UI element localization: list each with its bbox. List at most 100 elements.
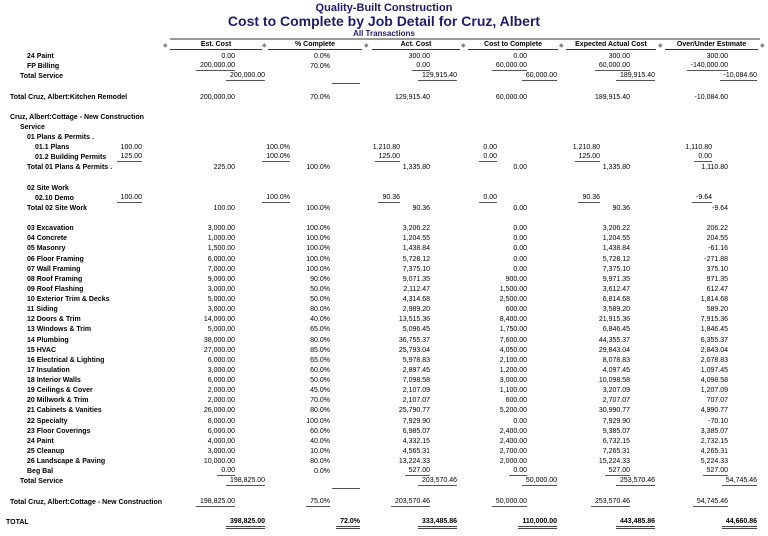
column-header-percent-complete[interactable]: % Complete — [268, 41, 362, 50]
report-row[interactable]: 24 Paint 0.00 0.0% 300.00 0.00 300.00 300.00 — [0, 52, 768, 62]
cell-act-cost: 1,210.80 — [372, 144, 400, 152]
report-row[interactable]: 19 Ceilings & Cover 2,000.00 45.0% 2,107.09… — [0, 386, 768, 396]
column-resize-handle[interactable]: ◆ — [559, 43, 564, 49]
report-row[interactable]: 21 Cabinets & Vanities 26,000.00 80.0% 25,7… — [0, 406, 768, 416]
cell-cost-to-complete: 60,000.00 — [495, 93, 527, 101]
column-resize-handle[interactable]: ◆ — [262, 43, 267, 49]
report-row[interactable]: 03 Excavation 3,000.00 100.0% 3,206.22 0.00 3… — [0, 224, 768, 234]
cell-est-cost: 3,000.00 — [207, 225, 235, 233]
cell-expected-actual-cost: 90.36 — [612, 204, 630, 212]
report-row[interactable]: 20 Millwork & Trim 2,000.00 70.0% 2,107.07 6… — [0, 396, 768, 406]
column-header-act-cost[interactable]: Act. Cost — [372, 41, 460, 50]
cell-percent-complete: 70.0% — [310, 93, 330, 101]
report-row[interactable]: Total 01 Plans & Permits . 225.00 100.0% 1,… — [0, 163, 768, 173]
row-label: Total Service — [20, 73, 64, 81]
cell-percent-complete: 70.0% — [310, 397, 330, 405]
cell-percent-complete: 75.0% — [306, 498, 330, 507]
report-row[interactable]: Beg Bal 0.00 0.0% 527.00 0.00 527.00 527.00 — [0, 467, 768, 477]
report-row[interactable]: 16 Electrical & Lighting 6,000.00 65.0% 5,9… — [0, 356, 768, 366]
cell-expected-actual-cost: 1,438.84 — [602, 245, 630, 253]
column-resize-handle[interactable]: ◆ — [461, 43, 466, 49]
report-row[interactable]: 05 Masonry 1,500.00 100.0% 1,438.84 0.00 1,43… — [0, 244, 768, 254]
column-header-cost-to-complete[interactable]: Cost to Complete — [468, 41, 558, 50]
cell-act-cost: 2,989.20 — [402, 306, 430, 314]
cell-act-cost: 3,206.22 — [402, 225, 430, 233]
column-header-est-cost[interactable]: Est. Cost — [170, 41, 262, 50]
report-row[interactable]: 01 Plans & Permits . — [0, 133, 768, 143]
report-row[interactable]: 22 Specialty 8,000.00 100.0% 7,929.90 0.00 7,… — [0, 417, 768, 427]
report-row[interactable]: 17 Insulation 3,000.00 60.0% 2,897.45 1,200.… — [0, 366, 768, 376]
report-row[interactable]: 02.10 Demo 100.00 100.0% 90.36 0.00 90.36 -9.6… — [0, 194, 768, 204]
cell-over-under-estimate: 2,843.04 — [700, 346, 728, 354]
cell-expected-actual-cost: 443,485.86 — [615, 518, 655, 529]
report-row[interactable]: Total Cruz, Albert:Kitchen Remodel 200,00… — [0, 93, 768, 103]
report-row[interactable]: 12 Doors & Trim 14,000.00 40.0% 13,515.36 8,… — [0, 315, 768, 325]
cell-percent-complete: 0.0% — [314, 53, 330, 60]
cell-percent-complete: 80.0% — [310, 306, 330, 314]
report-row[interactable]: 07 Wall Framing 7,000.00 100.0% 7,375.10 0.0… — [0, 265, 768, 275]
cell-percent-complete: 40.0% — [310, 437, 330, 445]
report-row[interactable]: 15 HVAC 27,000.00 85.0% 25,793.04 4,050.00 29… — [0, 346, 768, 356]
header-divider — [170, 38, 760, 40]
report-row[interactable]: 14 Plumbing 38,000.00 80.0% 36,755.37 7,600.… — [0, 336, 768, 346]
report-row[interactable]: 18 Interior Walls 6,000.00 50.0% 7,098.58 3,… — [0, 376, 768, 386]
cell-expected-actual-cost: 189,915.40 — [594, 93, 630, 101]
cell-percent-complete: 80.0% — [310, 407, 330, 415]
cell-est-cost: 1,500.00 — [207, 245, 235, 253]
report-row[interactable]: 01.2 Building Permits 125.00 100.0% 125.00 0… — [0, 153, 768, 163]
row-label: 23 Floor Coverings — [27, 427, 91, 435]
column-header-over-under-estimate[interactable]: Over/Under Estimate — [665, 41, 758, 50]
cell-percent-complete: 50.0% — [310, 296, 330, 303]
report-row[interactable]: Cruz, Albert:Cottage - New Construction — [0, 113, 768, 123]
report-row[interactable]: 02 Site Work — [0, 184, 768, 194]
cell-over-under-estimate: 0.00 — [694, 153, 712, 163]
column-resize-handle[interactable]: ◆ — [760, 43, 765, 49]
cell-est-cost: 38,000.00 — [203, 336, 235, 344]
cell-cost-to-complete: 0.00 — [479, 153, 497, 163]
cell-est-cost: 398,825.00 — [225, 518, 265, 529]
column-header-expected-actual-cost[interactable]: Expected Actual Cost — [566, 41, 656, 50]
report-row[interactable]: 24 Paint 4,000.00 40.0% 4,332.15 2,400.00 6,7… — [0, 437, 768, 447]
row-label: 20 Millwork & Trim — [27, 397, 89, 405]
cell-expected-actual-cost: 1,210.80 — [572, 144, 600, 152]
report-row[interactable]: 25 Cleanup 3,000.00 10.0% 4,565.31 2,700.00 7… — [0, 447, 768, 457]
cell-cost-to-complete: 0.00 — [513, 417, 527, 425]
spacer-row — [0, 214, 768, 224]
report-row[interactable]: 08 Roof Framing 9,000.00 90.0% 9,071.35 900.… — [0, 275, 768, 285]
row-label: 19 Ceilings & Cover — [27, 387, 93, 395]
report-row[interactable]: 11 Siding 3,000.00 80.0% 2,989.20 600.00 3,58… — [0, 305, 768, 315]
cell-act-cost: 125.00 — [374, 153, 400, 163]
cell-cost-to-complete: 600.00 — [505, 397, 527, 405]
row-label: Total Service — [20, 478, 64, 486]
column-resize-handle[interactable]: ◆ — [364, 43, 369, 49]
cell-over-under-estimate: -10,084.60 — [694, 93, 728, 101]
cell-over-under-estimate: 1,846.45 — [700, 326, 728, 334]
report-row[interactable]: 23 Floor Coverings 6,000.00 60.0% 6,985.07 2… — [0, 427, 768, 437]
report-row[interactable]: Total 02 Site Work 100.00 100.0% 90.36 0.00 9… — [0, 204, 768, 214]
cell-expected-actual-cost: 9,385.07 — [602, 427, 630, 435]
report-row[interactable]: Total Service 198,825.00 203,570.46 50,000.… — [0, 477, 768, 490]
cell-est-cost: 2,000.00 — [207, 397, 235, 405]
report-row[interactable]: 01.1 Plans 100.00 100.0% 1,210.80 0.00 1,210.… — [0, 143, 768, 153]
report-row[interactable]: TOTAL 398,825.00 72.0% 333,485.86 110,000.00… — [0, 518, 768, 529]
report-row[interactable]: 09 Roof Flashing 3,000.00 50.0% 2,112.47 1,5… — [0, 285, 768, 295]
row-label: 24 Paint — [27, 53, 54, 60]
report-row[interactable]: Service — [0, 123, 768, 133]
row-label: 18 Interior Walls — [27, 377, 81, 384]
column-resize-handle[interactable]: ◆ — [658, 43, 663, 49]
row-label: 09 Roof Flashing — [27, 285, 84, 293]
report-row[interactable]: Total Cruz, Albert:Cottage - New Constru… — [0, 498, 768, 508]
report-row[interactable]: 04 Concrete 1,000.00 100.0% 1,204.55 0.00 1,2… — [0, 234, 768, 244]
report-row[interactable]: Total Service 200,000.00 129,915.40 60,000.… — [0, 72, 768, 85]
cell-percent-complete: 65.0% — [310, 326, 330, 334]
cell-act-cost: 1,335.80 — [402, 164, 430, 172]
column-resize-handle[interactable]: ◆ — [163, 43, 168, 49]
report-row[interactable]: 06 Floor Framing 6,000.00 100.0% 5,728.12 0.… — [0, 255, 768, 265]
report-row[interactable]: 26 Landscape & Paving 10,000.00 80.0% 13,22… — [0, 457, 768, 467]
cell-percent-complete: 72.0% — [336, 518, 360, 529]
report-row[interactable]: 10 Exterior Trim & Decks 5,000.00 50.0% 4,3… — [0, 295, 768, 305]
report-row[interactable]: 13 Windows & Trim 5,000.00 65.0% 5,096.45 1,… — [0, 325, 768, 335]
cell-cost-to-complete: 1,100.00 — [499, 387, 527, 395]
report-row[interactable]: FP Billing 200,000.00 70.0% 0.00 60,000.00 60… — [0, 62, 768, 72]
cell-over-under-estimate: 204.55 — [706, 235, 728, 243]
